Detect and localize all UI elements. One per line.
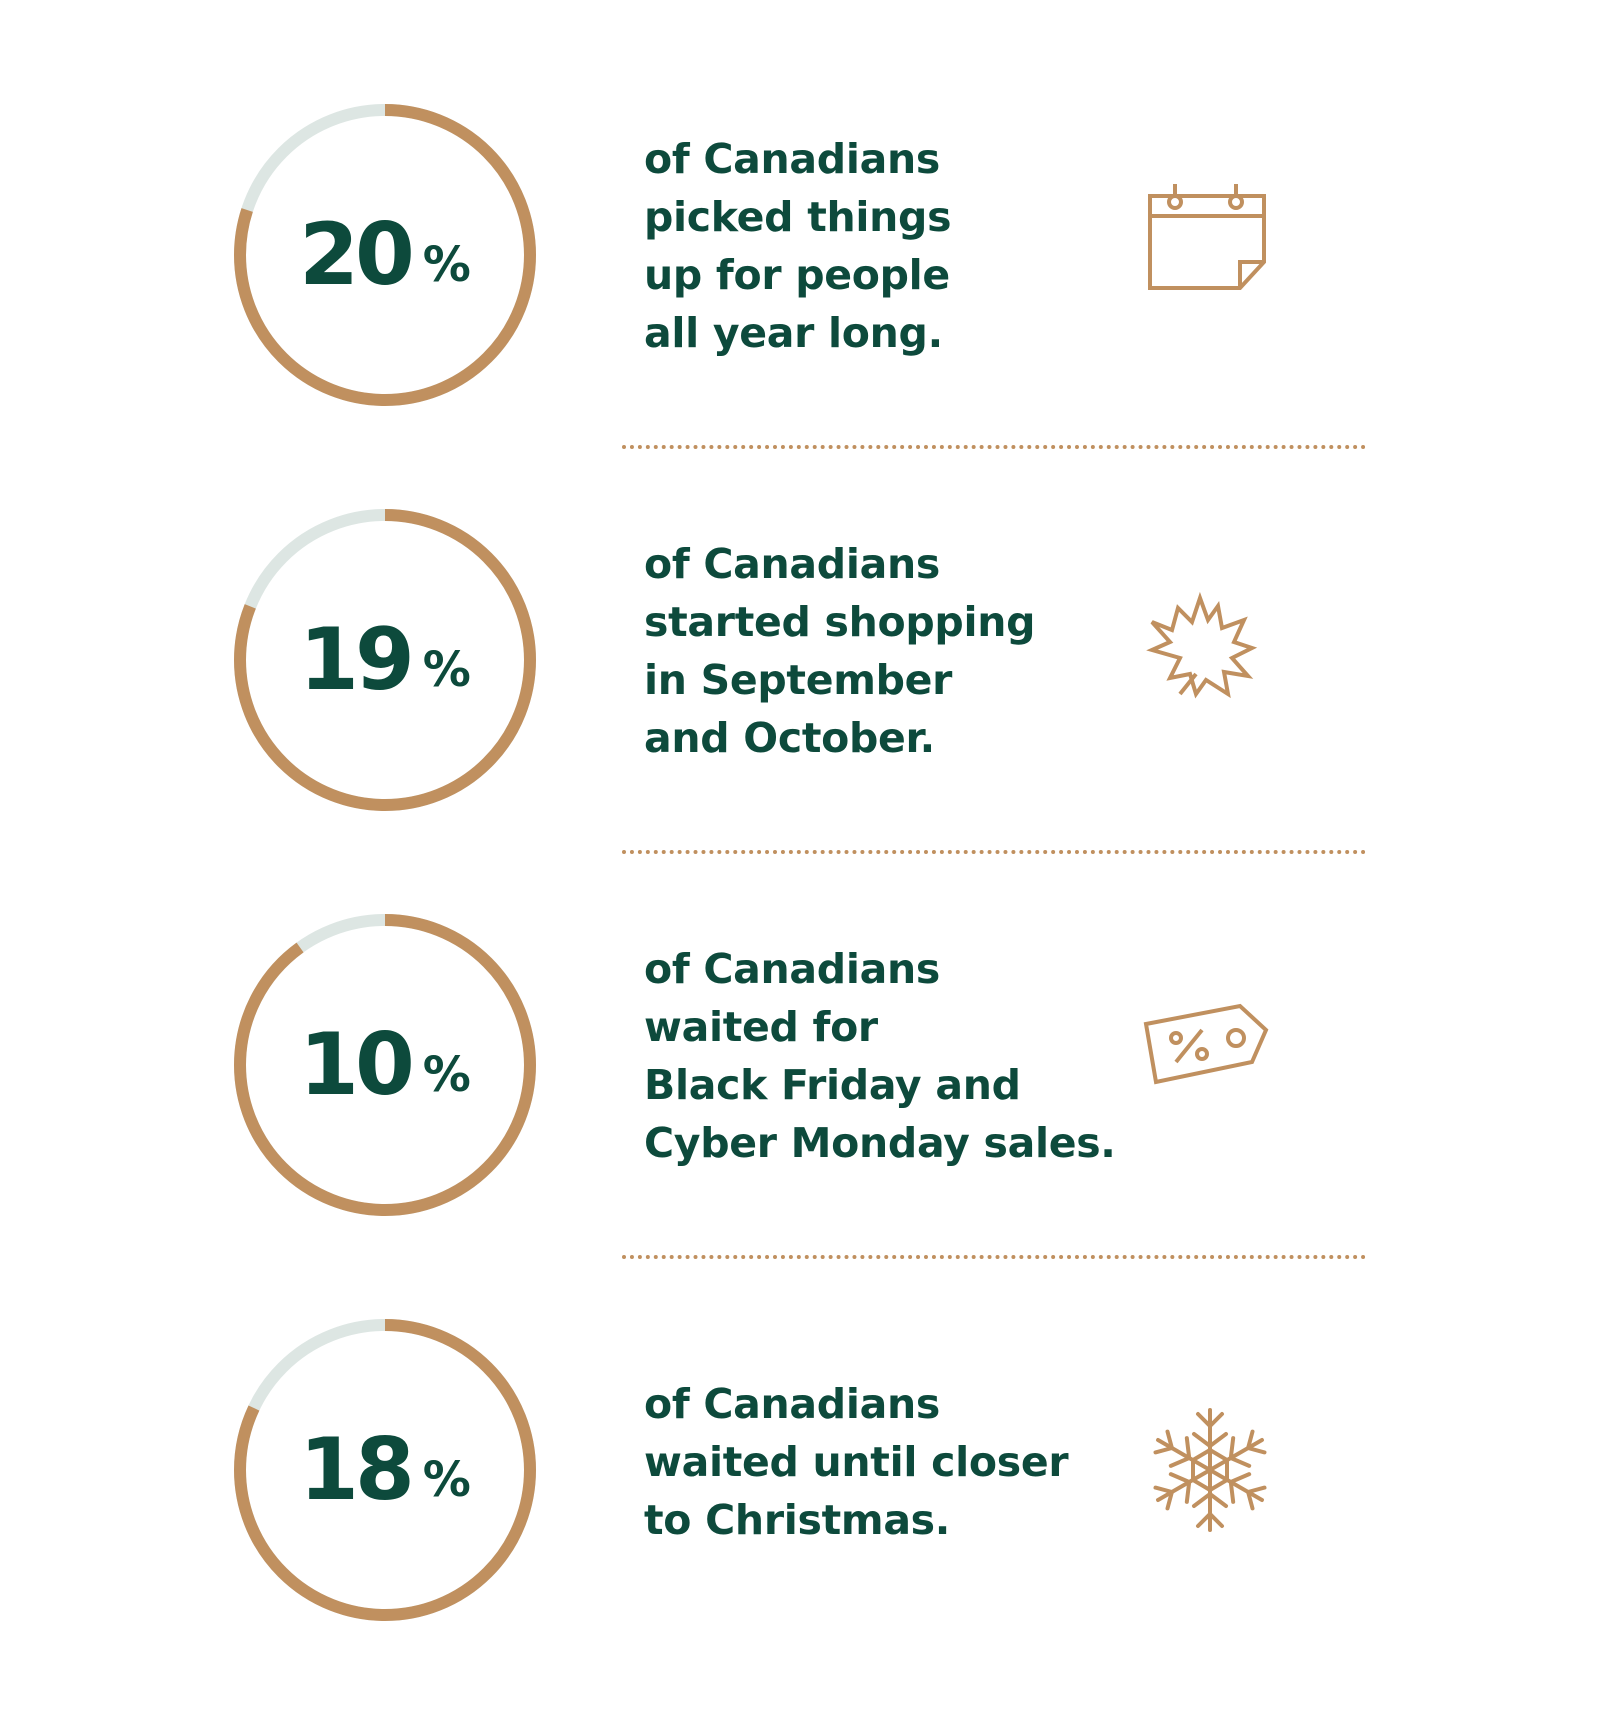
dotted-divider	[622, 1255, 1366, 1259]
percentage-value: 20	[299, 205, 415, 305]
stat-description: of Canadians waited for Black Friday and…	[644, 940, 1164, 1172]
percent-sign: %	[422, 237, 471, 293]
description-line: waited until closer	[644, 1438, 1069, 1486]
percent-sign: %	[422, 1047, 471, 1103]
percentage-value: 19	[299, 610, 415, 710]
description-line: picked things	[644, 193, 952, 241]
progress-ring: 10 %	[230, 910, 540, 1220]
description-line: of Canadians	[644, 1380, 940, 1428]
price-tag-percent-icon	[1140, 1000, 1280, 1140]
stat-row: 18 % of Canadians waited until closer to…	[0, 1295, 1600, 1625]
ring-graphic	[234, 914, 536, 1216]
progress-ring: 19 %	[230, 505, 540, 815]
dotted-divider	[622, 850, 1366, 854]
ring-progress-arc	[234, 914, 536, 1216]
stat-row: 20 % of Canadians picked things up for p…	[0, 80, 1600, 410]
dotted-divider	[622, 445, 1366, 449]
percentage-label: 20 %	[230, 100, 540, 410]
description-line: of Canadians	[644, 135, 940, 183]
percentage-label: 10 %	[230, 910, 540, 1220]
ring-graphic	[234, 1319, 536, 1621]
description-line: of Canadians	[644, 945, 940, 993]
percentage-label: 18 %	[230, 1315, 540, 1625]
stat-description: of Canadians waited until closer to Chri…	[644, 1375, 1164, 1549]
description-line: to Christmas.	[644, 1496, 951, 1544]
ring-graphic	[234, 104, 536, 406]
ring-progress-arc	[234, 104, 536, 406]
percentage-value: 18	[299, 1420, 415, 1520]
progress-ring: 20 %	[230, 100, 540, 410]
snowflake-icon	[1140, 1400, 1280, 1540]
ring-progress-arc	[234, 509, 536, 811]
calendar-icon	[1140, 180, 1280, 320]
stat-row: 19 % of Canadians started shopping in Se…	[0, 485, 1600, 815]
percent-sign: %	[422, 642, 471, 698]
maple-leaf-icon	[1140, 590, 1280, 730]
description-line: up for people	[644, 251, 950, 299]
percent-sign: %	[422, 1452, 471, 1508]
stat-description: of Canadians started shopping in Septemb…	[644, 535, 1164, 767]
description-line: all year long.	[644, 309, 943, 357]
percentage-label: 19 %	[230, 505, 540, 815]
description-line: Black Friday and	[644, 1061, 1021, 1109]
ring-progress-arc	[234, 1319, 536, 1621]
description-line: started shopping	[644, 598, 1036, 646]
stat-description: of Canadians picked things up for people…	[644, 130, 1164, 362]
description-line: in September	[644, 656, 953, 704]
stat-row: 10 % of Canadians waited for Black Frida…	[0, 890, 1600, 1220]
progress-ring: 18 %	[230, 1315, 540, 1625]
description-line: waited for	[644, 1003, 878, 1051]
ring-graphic	[234, 509, 536, 811]
description-line: Cyber Monday sales.	[644, 1119, 1116, 1167]
description-line: of Canadians	[644, 540, 940, 588]
percentage-value: 10	[299, 1015, 415, 1115]
description-line: and October.	[644, 714, 935, 762]
